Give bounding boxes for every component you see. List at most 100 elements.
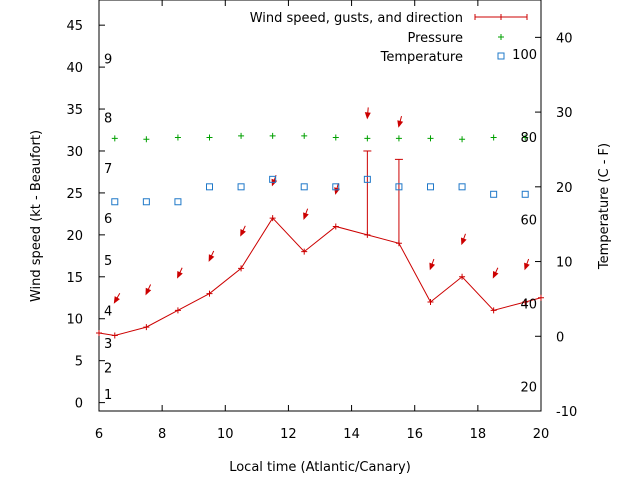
legend-label: Wind speed, gusts, and direction <box>250 11 463 26</box>
wind-speed-point <box>490 307 497 314</box>
pressure-point <box>238 132 245 139</box>
x-tick-label: 20 <box>533 427 550 442</box>
arrow-head <box>429 262 436 271</box>
pressure-point <box>143 136 150 143</box>
wind-speed-point <box>459 273 466 280</box>
y2-tick-label: 40 <box>556 31 573 46</box>
fahrenheit-label: 20 <box>520 380 537 395</box>
pressure-point <box>269 132 276 139</box>
y2-tick-label: 10 <box>556 256 573 271</box>
arrow-head <box>364 112 371 120</box>
arrow-head <box>208 254 215 262</box>
wind-speed-point <box>111 332 118 339</box>
beaufort-label: 8 <box>104 111 112 126</box>
y-tick-label: 45 <box>66 19 83 34</box>
y-tick-label: 25 <box>66 187 83 202</box>
temperature-point <box>111 198 119 206</box>
temperature-point <box>490 190 498 198</box>
wind-speed-point <box>206 290 213 297</box>
wind-direction-arrow <box>177 267 183 279</box>
y2-tick-label: -10 <box>556 405 577 420</box>
arrow-head <box>240 229 246 237</box>
arrow-head <box>303 212 309 220</box>
wind-speed-point <box>143 324 150 331</box>
wind-direction-arrow <box>460 233 467 246</box>
x-tick-label: 14 <box>343 427 360 442</box>
temperature-point <box>237 183 245 191</box>
plot-frame <box>98 0 542 412</box>
wind-speed-point <box>96 329 102 336</box>
wind-direction-arrow <box>492 267 499 279</box>
fahrenheit-label: 100 <box>512 48 537 63</box>
wind-direction-arrow <box>240 225 246 237</box>
x-axis-label: Local time (Atlantic/Canary) <box>229 460 411 475</box>
arrow-head <box>397 120 404 128</box>
arrow-head <box>113 296 120 304</box>
x-tick-label: 16 <box>406 427 423 442</box>
x-tick-label: 6 <box>95 427 103 442</box>
wind-speed-line <box>98 217 542 337</box>
wind-speed-point <box>301 248 308 255</box>
pressure-point <box>111 135 118 142</box>
y-axis-label-left: Wind speed (kt - Beaufort) <box>29 130 44 302</box>
y2-tick-label: 0 <box>556 330 564 345</box>
fahrenheit-label: 40 <box>520 297 537 312</box>
wind-direction-arrow <box>364 107 371 120</box>
arrow-head <box>524 262 530 271</box>
wind-speed-point <box>174 307 181 314</box>
pressure-point <box>206 134 213 141</box>
y-tick-label: 40 <box>66 61 83 76</box>
arrow-head <box>492 270 499 279</box>
temperature-point <box>427 183 434 191</box>
pressure-point <box>459 136 466 143</box>
temperature-point <box>395 183 403 191</box>
wind-direction-arrow <box>397 116 404 128</box>
temperature-point <box>332 183 340 191</box>
beaufort-label: 4 <box>104 304 112 319</box>
wind-direction-arrow <box>524 258 530 271</box>
temperature-point <box>458 183 466 191</box>
pressure-point <box>332 134 339 141</box>
pressure-point <box>427 135 434 142</box>
wind-speed-point <box>269 215 276 222</box>
x-tick-label: 18 <box>470 427 487 442</box>
x-tick-label: 8 <box>158 427 166 442</box>
wind-direction-arrow <box>145 284 152 296</box>
series-layer <box>96 107 544 339</box>
y-tick-label: 35 <box>66 103 83 118</box>
temperature-point <box>174 198 182 206</box>
tick-layer: 6 8 10 12 14 16 18 20051015202530354045-1001020… <box>66 0 577 442</box>
temperature-point <box>206 183 213 191</box>
wind-direction-arrow <box>208 250 215 262</box>
fahrenheit-label: 60 <box>520 214 537 229</box>
beaufort-label: 7 <box>104 162 112 177</box>
pressure-point <box>301 132 308 139</box>
legend: Wind speed, gusts, and direction Pressure… <box>250 11 528 65</box>
legend-swatch-wind-point <box>498 14 504 20</box>
wind-speed-point <box>522 298 529 305</box>
legend-swatch-pressure <box>498 34 504 40</box>
legend-swatch-temperature <box>497 52 505 60</box>
temperature-point <box>300 183 308 191</box>
pressure-point <box>522 134 529 141</box>
arrow-head <box>177 270 183 279</box>
wind-direction-arrow <box>429 258 436 271</box>
temperature-point <box>142 198 150 206</box>
beaufort-label: 9 <box>104 53 112 68</box>
x-tick-label: 12 <box>280 427 297 442</box>
y-tick-label: 30 <box>66 145 83 160</box>
beaufort-label: 5 <box>104 254 112 269</box>
pressure-point <box>490 134 497 141</box>
fahrenheit-label: 80 <box>520 131 537 146</box>
wind-direction-arrow <box>303 208 309 220</box>
legend-label: Pressure <box>407 31 463 46</box>
beaufort-label: 1 <box>104 388 112 403</box>
arrow-head <box>460 237 467 246</box>
temperature-point <box>269 175 277 183</box>
y2-tick-label: 20 <box>556 181 573 196</box>
temperature-point <box>363 175 371 183</box>
y-tick-label: 0 <box>75 397 83 412</box>
wind-direction-arrow <box>334 183 340 195</box>
beaufort-label: 6 <box>104 212 112 227</box>
wind-speed-point <box>332 223 339 230</box>
